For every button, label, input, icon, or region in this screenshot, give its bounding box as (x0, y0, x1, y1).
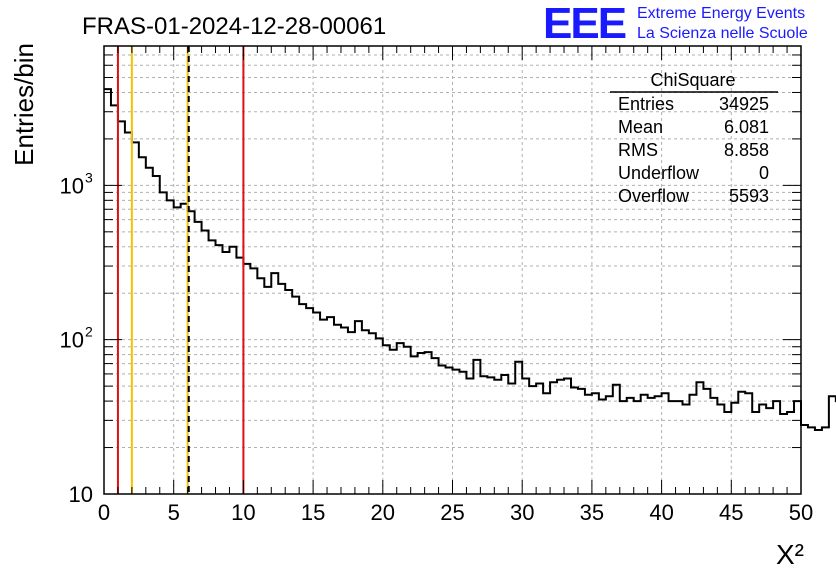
stats-label: RMS (618, 140, 658, 160)
stats-value: 8.858 (724, 140, 769, 160)
eee-logo: EEE Extreme Energy Events La Scienza nel… (543, 0, 808, 48)
plot-frame (103, 45, 802, 495)
grid (104, 45, 801, 494)
stats-rows: Entries 34925 Mean 6.081 RMS 8.858 Underflow 0 O… (618, 94, 769, 206)
y-tick-exponent: 2 (85, 324, 93, 340)
y-tick-label: 10 (60, 173, 84, 198)
stats-value: 5593 (729, 186, 769, 206)
axis-ticks (103, 45, 802, 495)
x-tick-label: 50 (789, 500, 813, 525)
y-tick-label: 10 (60, 328, 84, 353)
x-tick-label: 40 (649, 500, 673, 525)
vertical-markers (116, 46, 245, 494)
x-axis-title: X² (776, 539, 804, 570)
x-tick-label: 30 (510, 500, 534, 525)
y-tick-label: 10 (69, 482, 93, 507)
logo-mark: EEE (543, 0, 626, 48)
x-tick-label: 20 (371, 500, 395, 525)
histogram-step-line (104, 88, 836, 431)
histogram-series (104, 88, 836, 431)
x-tick-label: 35 (580, 500, 604, 525)
logo-line-2: La Scienza nelle Scuole (637, 25, 808, 42)
x-tick-label: 10 (231, 500, 255, 525)
stats-box: ChiSquare Entries 34925 Mean 6.081 RMS 8.858 U… (610, 70, 778, 206)
stats-label: Underflow (618, 163, 700, 183)
y-tick-exponent: 3 (85, 169, 93, 185)
stats-label: Overflow (618, 186, 690, 206)
logo-line-1: Extreme Energy Events (637, 5, 805, 22)
stats-title: ChiSquare (650, 70, 735, 90)
x-tick-labels: 0 5 10 15 20 25 30 35 40 45 50 (98, 500, 813, 525)
x-tick-label: 0 (98, 500, 110, 525)
stats-label: Entries (618, 94, 674, 114)
x-tick-label: 5 (168, 500, 180, 525)
stats-value: 34925 (719, 94, 769, 114)
stats-value: 6.081 (724, 117, 769, 137)
y-axis-title: Entries/bin (9, 43, 39, 166)
x-tick-label: 15 (301, 500, 325, 525)
stats-value: 0 (759, 163, 769, 183)
x-tick-label: 45 (719, 500, 743, 525)
x-tick-label: 25 (440, 500, 464, 525)
run-title: FRAS-01-2024-12-28-00061 (82, 13, 386, 40)
stats-label: Mean (618, 117, 663, 137)
